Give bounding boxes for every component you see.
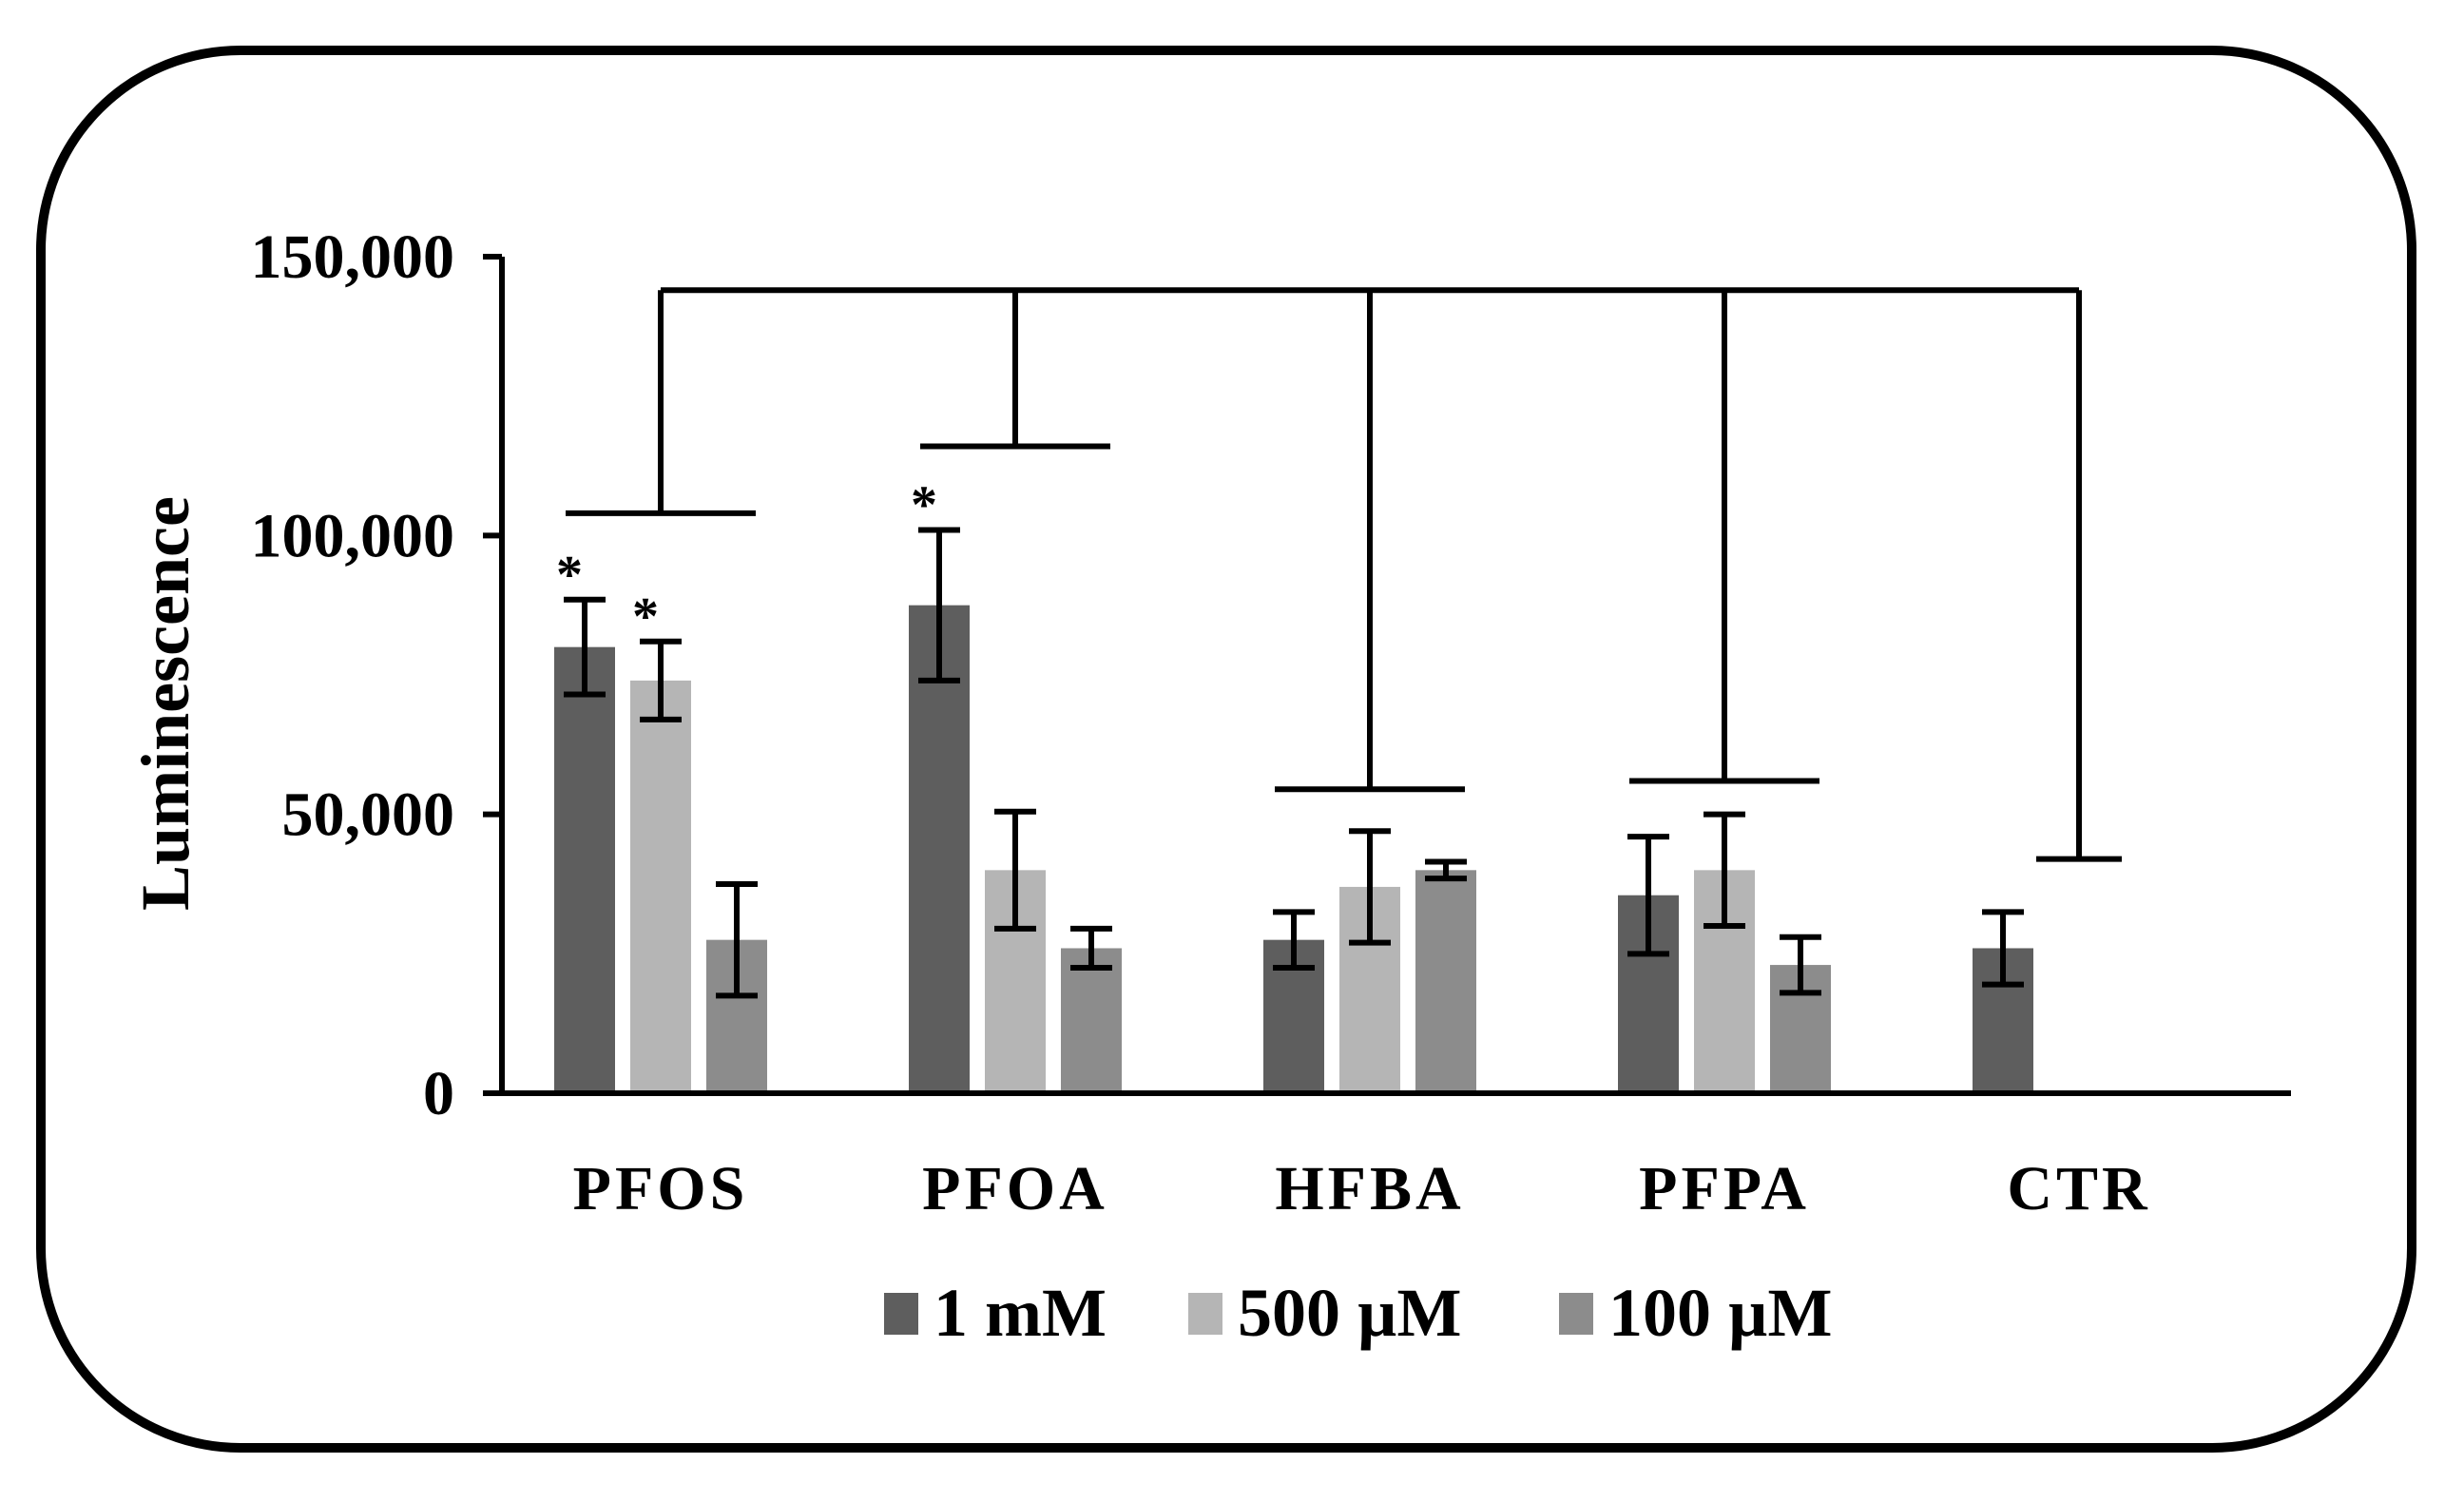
legend-label-series-3: 100 µM — [1608, 1275, 1832, 1351]
y-tick-label: 50,000 — [282, 780, 455, 850]
y-axis-label: Luminescence — [127, 496, 203, 911]
category-label-hfba: HFBA — [1275, 1154, 1464, 1223]
legend: 1 mM 500 µM 100 µM — [884, 1275, 1832, 1351]
bar-pfoa-series-1 — [909, 605, 970, 1093]
legend-label-series-2: 500 µM — [1238, 1275, 1461, 1351]
comparison-bracket — [566, 287, 2122, 862]
y-tick-label: 100,000 — [251, 501, 455, 570]
x-axis-category-labels: PFOS PFOA HFBA PFPA CTR — [573, 1154, 2150, 1223]
bar-hfba-series-3 — [1415, 870, 1476, 1093]
error-bars — [564, 527, 2024, 999]
bar-pfos-series-1 — [554, 646, 615, 1093]
category-label-pfoa: PFOA — [922, 1154, 1108, 1223]
legend-label-series-1: 1 mM — [934, 1275, 1107, 1351]
bar-pfoa-series-3 — [1061, 948, 1122, 1093]
y-tick-label: 0 — [423, 1059, 454, 1128]
significance-star-pfos-series-1: * — [556, 546, 583, 605]
bar-pfos-series-2 — [630, 680, 691, 1093]
category-label-pfpa: PFPA — [1639, 1154, 1810, 1223]
y-tick-label: 150,000 — [251, 222, 455, 292]
bars — [554, 605, 2033, 1093]
y-axis-ticks: 0 50,000 100,000 150,000 — [251, 222, 502, 1128]
significance-star-pfos-series-2: * — [632, 587, 659, 646]
significance-star-pfoa-series-1: * — [911, 475, 937, 534]
category-label-ctr: CTR — [2007, 1154, 2150, 1223]
legend-swatch-series-2 — [1188, 1293, 1222, 1335]
legend-swatch-series-1 — [884, 1293, 918, 1335]
axes — [483, 257, 2291, 1096]
chart-frame — [36, 46, 2416, 1453]
significance-markers: * * * — [556, 475, 937, 645]
category-label-pfos: PFOS — [573, 1154, 749, 1223]
legend-swatch-series-3 — [1559, 1293, 1593, 1335]
